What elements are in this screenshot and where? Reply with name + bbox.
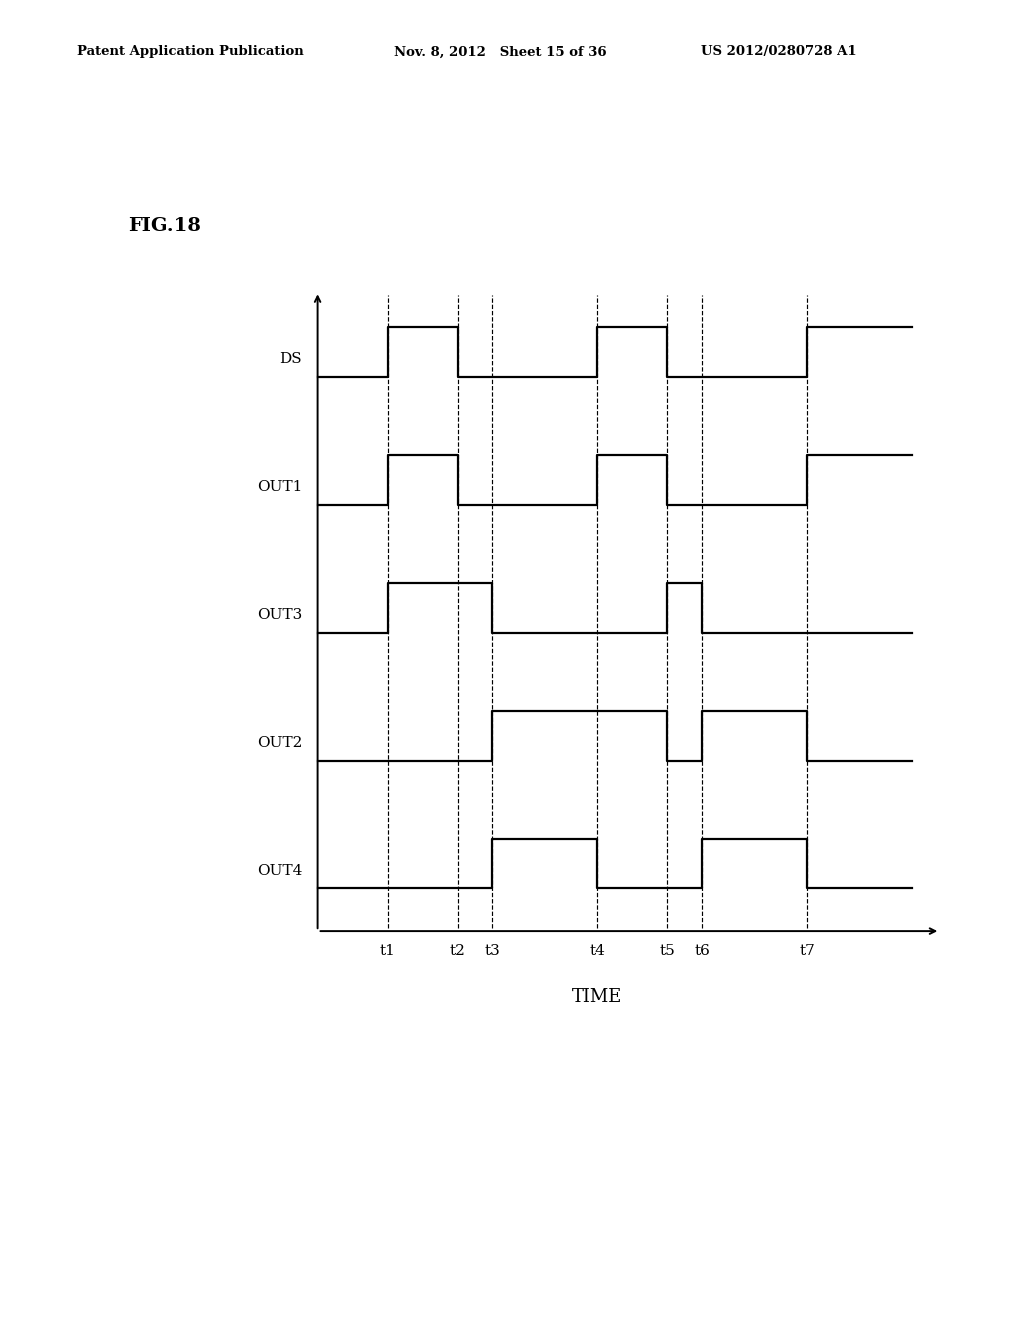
Text: OUT1: OUT1 — [257, 480, 302, 494]
Text: OUT4: OUT4 — [257, 865, 302, 878]
Text: t4: t4 — [590, 944, 605, 958]
Text: US 2012/0280728 A1: US 2012/0280728 A1 — [701, 45, 857, 58]
Text: OUT2: OUT2 — [257, 737, 302, 750]
Text: t1: t1 — [380, 944, 395, 958]
Text: Nov. 8, 2012   Sheet 15 of 36: Nov. 8, 2012 Sheet 15 of 36 — [394, 45, 607, 58]
Text: DS: DS — [280, 352, 302, 366]
Text: t2: t2 — [450, 944, 466, 958]
Text: FIG.18: FIG.18 — [128, 216, 201, 235]
Text: OUT3: OUT3 — [257, 609, 302, 622]
Text: Patent Application Publication: Patent Application Publication — [77, 45, 303, 58]
Text: t6: t6 — [694, 944, 711, 958]
Text: t7: t7 — [800, 944, 815, 958]
Text: t3: t3 — [484, 944, 501, 958]
Text: t5: t5 — [659, 944, 675, 958]
Text: TIME: TIME — [572, 987, 623, 1006]
